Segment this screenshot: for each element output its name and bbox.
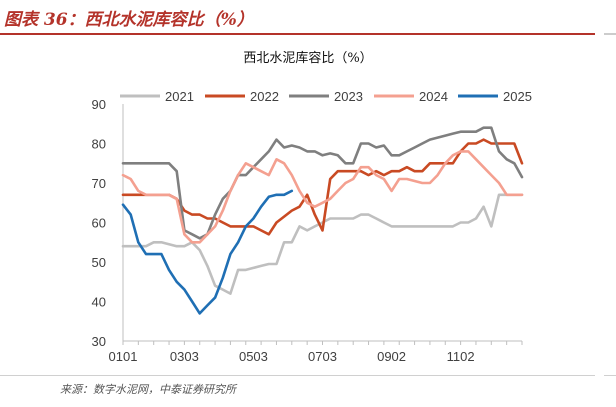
y-tick-label: 40 [92,295,106,310]
x-tick-label: 0703 [308,349,337,364]
header-rule [0,33,595,35]
source-rule [0,375,595,376]
source-note: 来源：数字水泥网，中泰证券研究所 [60,383,236,396]
legend-label-2022: 2022 [250,89,279,104]
figure-title: 图表 36：西北水泥库容比（%） [4,10,254,30]
x-tick-label: 0101 [109,349,138,364]
series-line-2025 [121,189,294,315]
x-tick-label: 0503 [239,349,268,364]
chart-title: 西北水泥库容比（%） [243,51,373,66]
legend-label-2021: 2021 [165,89,194,104]
y-tick-label: 90 [92,97,106,112]
x-tick-label: 0902 [377,349,406,364]
y-tick-label: 60 [92,216,106,231]
y-tick-label: 70 [92,176,106,191]
y-tick-label: 80 [92,137,106,152]
y-tick-label: 50 [92,255,106,270]
y-tick-label: 30 [92,334,106,349]
series-line-2024 [121,150,524,244]
series-line-2023 [121,126,524,240]
source-rule-stub [604,375,616,376]
legend-label-2023: 2023 [334,89,363,104]
x-tick-label: 1102 [447,349,475,364]
series-line-2022 [121,138,524,236]
x-tick-label: 0303 [170,349,199,364]
header-rule-stub [604,33,616,35]
figure-header: 图表 36：西北水泥库容比（%） [0,0,595,32]
legend-label-2024: 2024 [419,89,448,104]
line-chart: 30 40 50 60 70 80 90 0101 0303 0503 0703 0902 1102 20… [92,89,532,364]
legend-label-2025: 2025 [503,89,532,104]
